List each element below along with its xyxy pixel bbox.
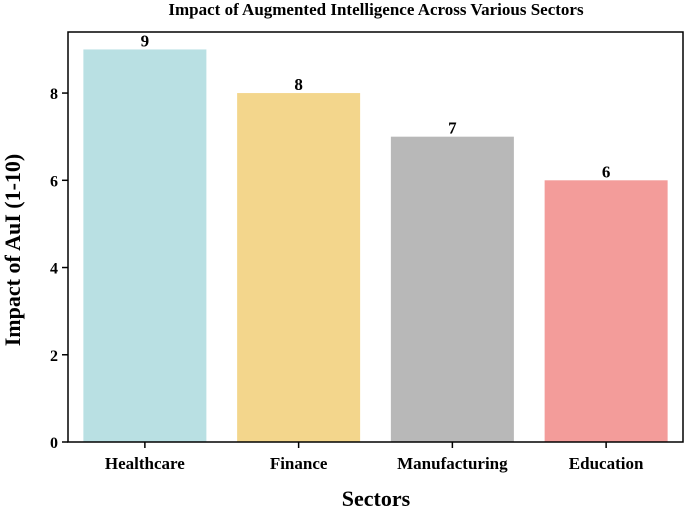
x-tick-label-manufacturing: Manufacturing bbox=[397, 454, 508, 473]
y-axis-label: Impact of AuI (1-10) bbox=[0, 154, 25, 347]
data-label-education: 6 bbox=[602, 162, 611, 181]
bar-manufacturing bbox=[390, 136, 514, 442]
x-tick-label-education: Education bbox=[569, 454, 644, 473]
x-tick-label-healthcare: Healthcare bbox=[105, 454, 185, 473]
data-label-manufacturing: 7 bbox=[448, 119, 457, 138]
y-tick-label: 0 bbox=[50, 435, 58, 452]
x-tick-label-finance: Finance bbox=[270, 454, 328, 473]
bar-education bbox=[544, 180, 668, 443]
chart-title: Impact of Augmented Intelligence Across … bbox=[168, 0, 584, 19]
y-axis-ticks: 0 2 4 6 8 bbox=[50, 86, 68, 452]
x-axis-label: Sectors bbox=[342, 486, 411, 509]
y-tick-label: 2 bbox=[50, 348, 58, 365]
bar-finance bbox=[237, 93, 361, 442]
plot-frame bbox=[67, 31, 684, 443]
data-label-finance: 8 bbox=[294, 75, 303, 94]
y-tick-label: 4 bbox=[50, 261, 58, 278]
data-label-healthcare: 9 bbox=[141, 31, 150, 50]
y-tick-label: 6 bbox=[50, 173, 58, 190]
y-tick-label: 8 bbox=[50, 86, 58, 103]
x-axis-ticks: Healthcare Finance Manufacturing Education bbox=[105, 442, 644, 473]
bars: 9 8 7 6 bbox=[83, 31, 668, 443]
bar-healthcare bbox=[83, 49, 207, 442]
